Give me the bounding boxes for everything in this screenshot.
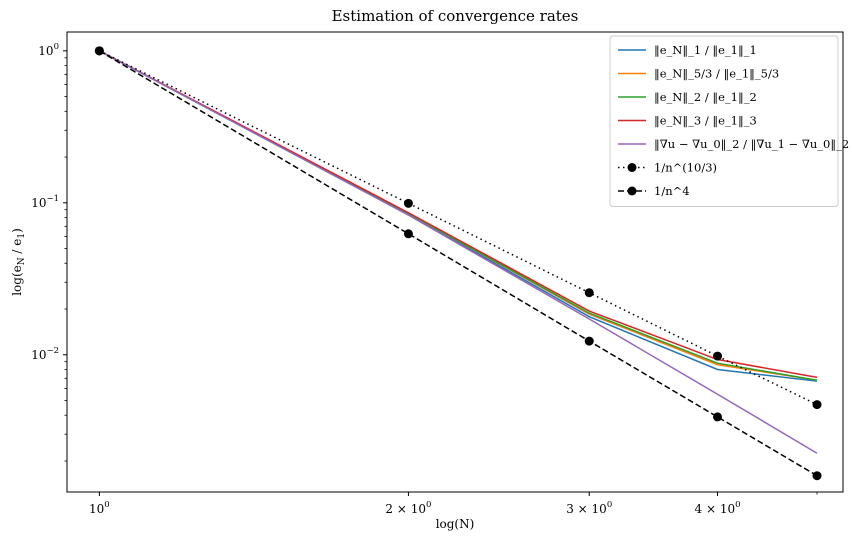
legend: ‖e_N‖_1 / ‖e_1‖_1 ‖e_N‖_5/3 / ‖e_1‖_5/3 ‖e… bbox=[609, 35, 849, 207]
x-tick-label: 4 × 100 bbox=[695, 500, 741, 516]
legend-label: ‖e_N‖_3 / ‖e_1‖_3 bbox=[654, 114, 757, 129]
series-point bbox=[713, 412, 723, 422]
x-tick-label: 100 bbox=[89, 500, 110, 516]
series-point bbox=[403, 198, 413, 208]
legend-box bbox=[609, 35, 839, 207]
legend-label: 1/n^4 bbox=[654, 184, 690, 198]
series-line bbox=[99, 50, 818, 454]
series-point bbox=[403, 229, 413, 239]
y-axis: 100 10−1 10−2 bbox=[31, 42, 67, 462]
legend-label: 1/n^(10/3) bbox=[654, 161, 717, 175]
y-tick-label: 10−2 bbox=[31, 346, 59, 362]
legend-label: ‖e_N‖_1 / ‖e_1‖_1 bbox=[654, 43, 757, 58]
series-point bbox=[713, 351, 723, 361]
y-axis-label: log(eN / e1) bbox=[10, 228, 27, 296]
plot-series bbox=[94, 46, 822, 481]
legend-marker bbox=[627, 163, 637, 172]
x-tick-label: 3 × 100 bbox=[566, 500, 612, 516]
x-axis-label: log(N) bbox=[436, 517, 475, 531]
series-point bbox=[584, 336, 594, 346]
series-point bbox=[812, 471, 822, 481]
chart-title: Estimation of convergence rates bbox=[332, 7, 579, 25]
series-point bbox=[812, 400, 822, 410]
series-point bbox=[94, 46, 104, 56]
y-tick-label: 100 bbox=[38, 42, 59, 58]
plot-frame bbox=[66, 31, 844, 493]
series-line bbox=[99, 50, 818, 379]
legend-label: ‖∇u − ∇u_0‖_2 / ‖∇u_1 − ∇u_0‖_2 bbox=[654, 137, 849, 152]
legend-label: ‖e_N‖_2 / ‖e_1‖_2 bbox=[654, 90, 757, 105]
legend-label: ‖e_N‖_5/3 / ‖e_1‖_5/3 bbox=[654, 67, 779, 82]
legend-marker bbox=[627, 186, 637, 196]
x-tick-label: 2 × 100 bbox=[385, 500, 431, 516]
y-tick-label: 10−1 bbox=[31, 194, 59, 210]
series-point bbox=[584, 288, 594, 298]
x-axis: 100 2 × 100 3 × 100 4 × 100 bbox=[89, 492, 818, 516]
